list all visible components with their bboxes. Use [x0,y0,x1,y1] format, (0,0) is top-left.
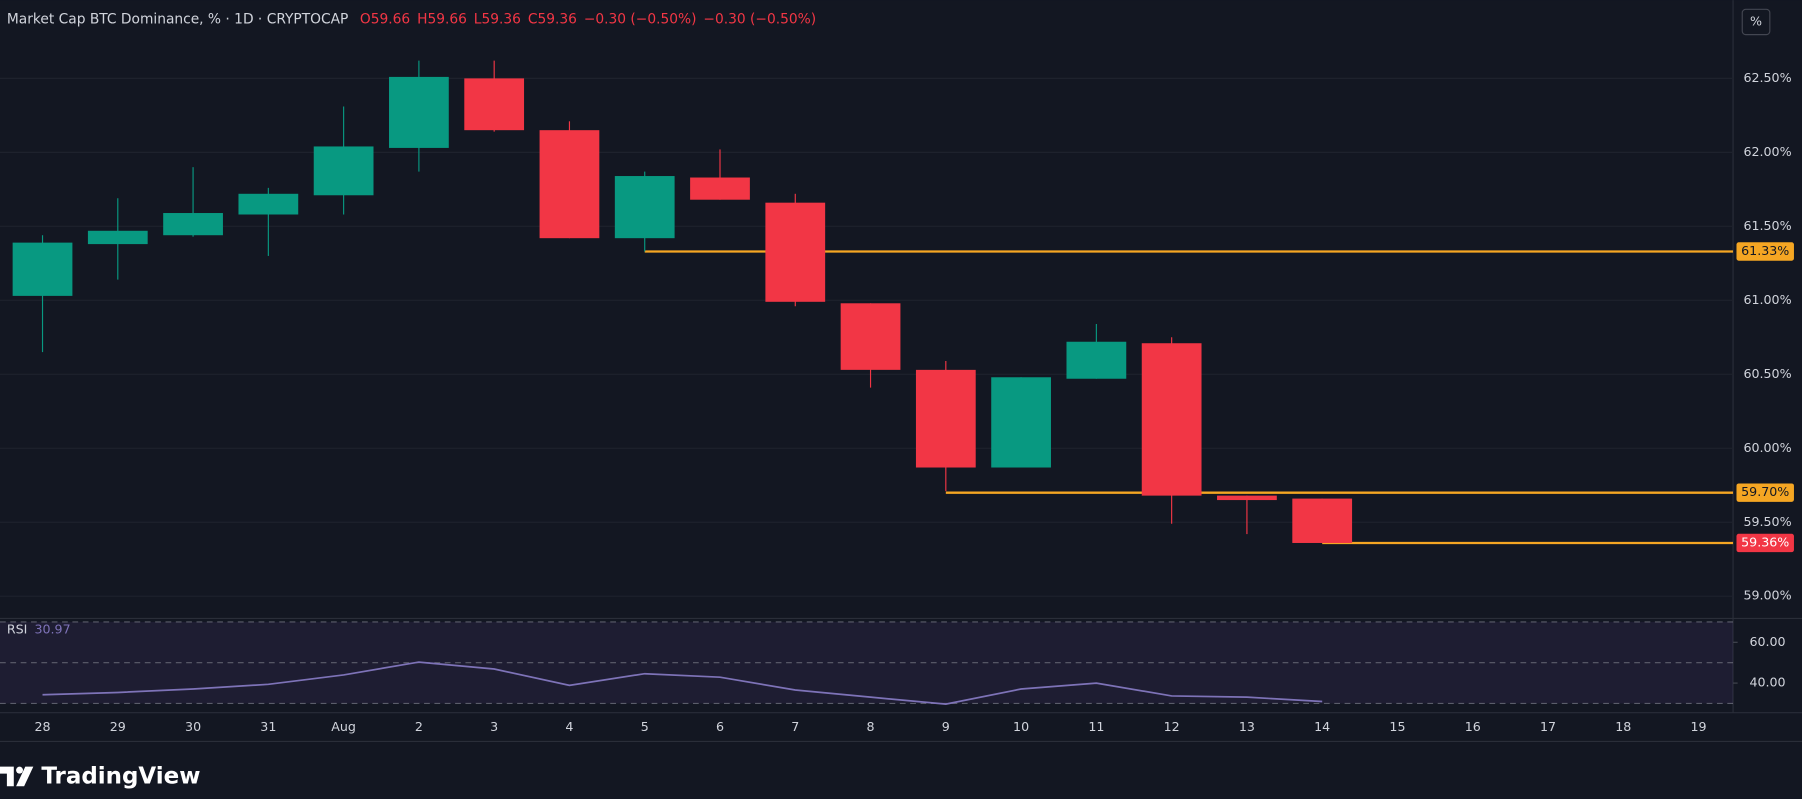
y-tick-label: 62.00% [1743,144,1791,159]
y-tick-label: 60.00% [1743,440,1791,455]
x-tick-label: 16 [1465,719,1481,734]
rsi-value: 30.97 [34,621,70,636]
x-tick-label: 2 [415,719,423,734]
logo-dot [16,766,23,774]
y-tick-label: 62.50% [1743,70,1791,85]
logo-shape [0,766,14,787]
x-tick-label: 8 [867,719,875,734]
candle-body [313,146,374,196]
candle-body [1141,343,1202,496]
candle-body [614,176,675,239]
candle-body [539,130,600,239]
legend-value: L59.36 [474,12,521,28]
level-label: 59.36% [1741,534,1789,549]
rsi-title: RSI [7,621,28,636]
unit-button-label[interactable]: % [1750,13,1762,28]
y-tick-label: 59.50% [1743,514,1791,529]
x-tick-label: 10 [1013,719,1029,734]
y-tick-label: 61.00% [1743,292,1791,307]
level-label-box [1736,242,1794,261]
chart-title: Market Cap BTC Dominance, % · 1D · CRYPT… [7,12,348,28]
candle-body [1066,341,1127,379]
x-tick-label: 19 [1691,719,1707,734]
x-tick-label: 28 [34,719,50,734]
legend-value: H59.66 [417,12,467,28]
rsi-tick-label: 60.00 [1749,634,1785,649]
candle-body [840,303,901,370]
candle-body [915,369,976,468]
x-tick-label: 6 [716,719,724,734]
x-tick-label: 31 [260,719,276,734]
candle-body [1217,495,1277,501]
x-tick-label: 5 [641,719,649,734]
candle-body [389,76,449,148]
x-tick-label: 14 [1314,719,1330,734]
rsi-tick-label: 40.00 [1749,675,1785,690]
x-tick-label: 13 [1239,719,1255,734]
candle-body [87,230,148,245]
ohlc-legend: O59.66 H59.66 L59.36 C59.36 −0.30 (−0.50%) −0… [360,12,816,28]
level-label: 59.70% [1741,484,1789,499]
x-tick-label: 4 [565,719,573,734]
plot-area [0,60,1734,705]
candle-body [238,193,299,215]
x-tick-label: 17 [1540,719,1556,734]
x-tick-label: 15 [1389,719,1405,734]
y-tick-label: 60.50% [1743,366,1791,381]
y-tick-label: 61.50% [1743,218,1791,233]
x-tick-label: 9 [942,719,950,734]
legend-value: C59.36 [528,12,577,28]
x-tick-label: 18 [1615,719,1631,734]
legend-value: −0.30 (−0.50%) [584,12,697,28]
legend-value: −0.30 (−0.50%) [703,12,816,28]
candle-body [163,213,223,236]
rsi-band-fill [0,621,1734,704]
legend-value: O59.66 [360,12,410,28]
level-label-box [1736,533,1794,553]
level-label: 61.33% [1741,243,1789,258]
x-tick-label: 12 [1164,719,1180,734]
x-tick-label: 3 [490,719,498,734]
brand-name: TradingView [41,764,200,790]
candle-body [765,202,826,302]
candle-body [991,377,1051,468]
x-tick-label: Aug [331,719,356,734]
rsi-line [42,661,1323,705]
candle-body [12,242,73,296]
x-tick-label: 29 [110,719,126,734]
x-tick-label: 11 [1088,719,1104,734]
candle-body [464,78,525,131]
level-label-box [1736,483,1794,502]
candle-body [1292,498,1353,543]
candle-body [690,177,750,200]
logo-slash [16,766,34,787]
x-tick-label: 30 [185,719,201,734]
x-tick-label: 7 [791,719,799,734]
brand-logo [0,766,34,787]
y-tick-label: 59.00% [1743,588,1791,603]
unit-button[interactable] [1741,8,1771,36]
